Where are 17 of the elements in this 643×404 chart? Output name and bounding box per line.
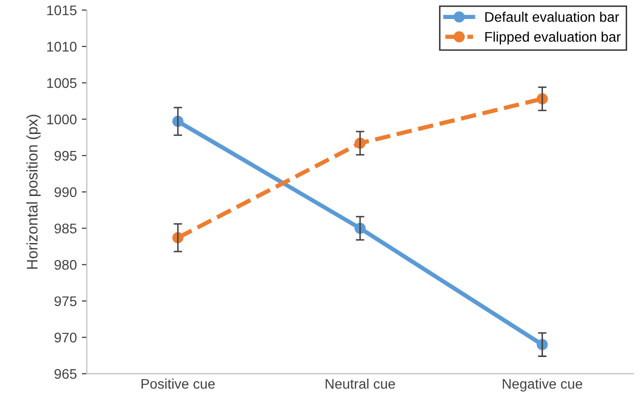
y-tick-label: 1005 [47,78,77,88]
y-axis-title: Horizontal position (px) [26,114,41,269]
y-tick-label: 975 [54,296,77,306]
legend-label: Default evaluation bar [485,12,620,22]
y-tick-label: 995 [54,150,77,161]
y-tick-label: 1015 [47,5,77,16]
x-tick-label: Positive cue [142,378,215,389]
y-tick-label: 970 [54,332,77,343]
y-tick-label: 1000 [47,114,77,124]
x-tick-label: Negative cue [502,378,582,392]
y-tick-label: 985 [54,224,77,234]
legend-label: Flipped evaluation bar [485,32,621,45]
y-tick-label: 980 [54,260,77,270]
y-tick-label: 990 [54,187,77,198]
y-tick-label: 1010 [47,42,77,52]
y-tick-label: 965 [54,369,77,379]
x-tick-label: Neutral cue [326,378,395,389]
